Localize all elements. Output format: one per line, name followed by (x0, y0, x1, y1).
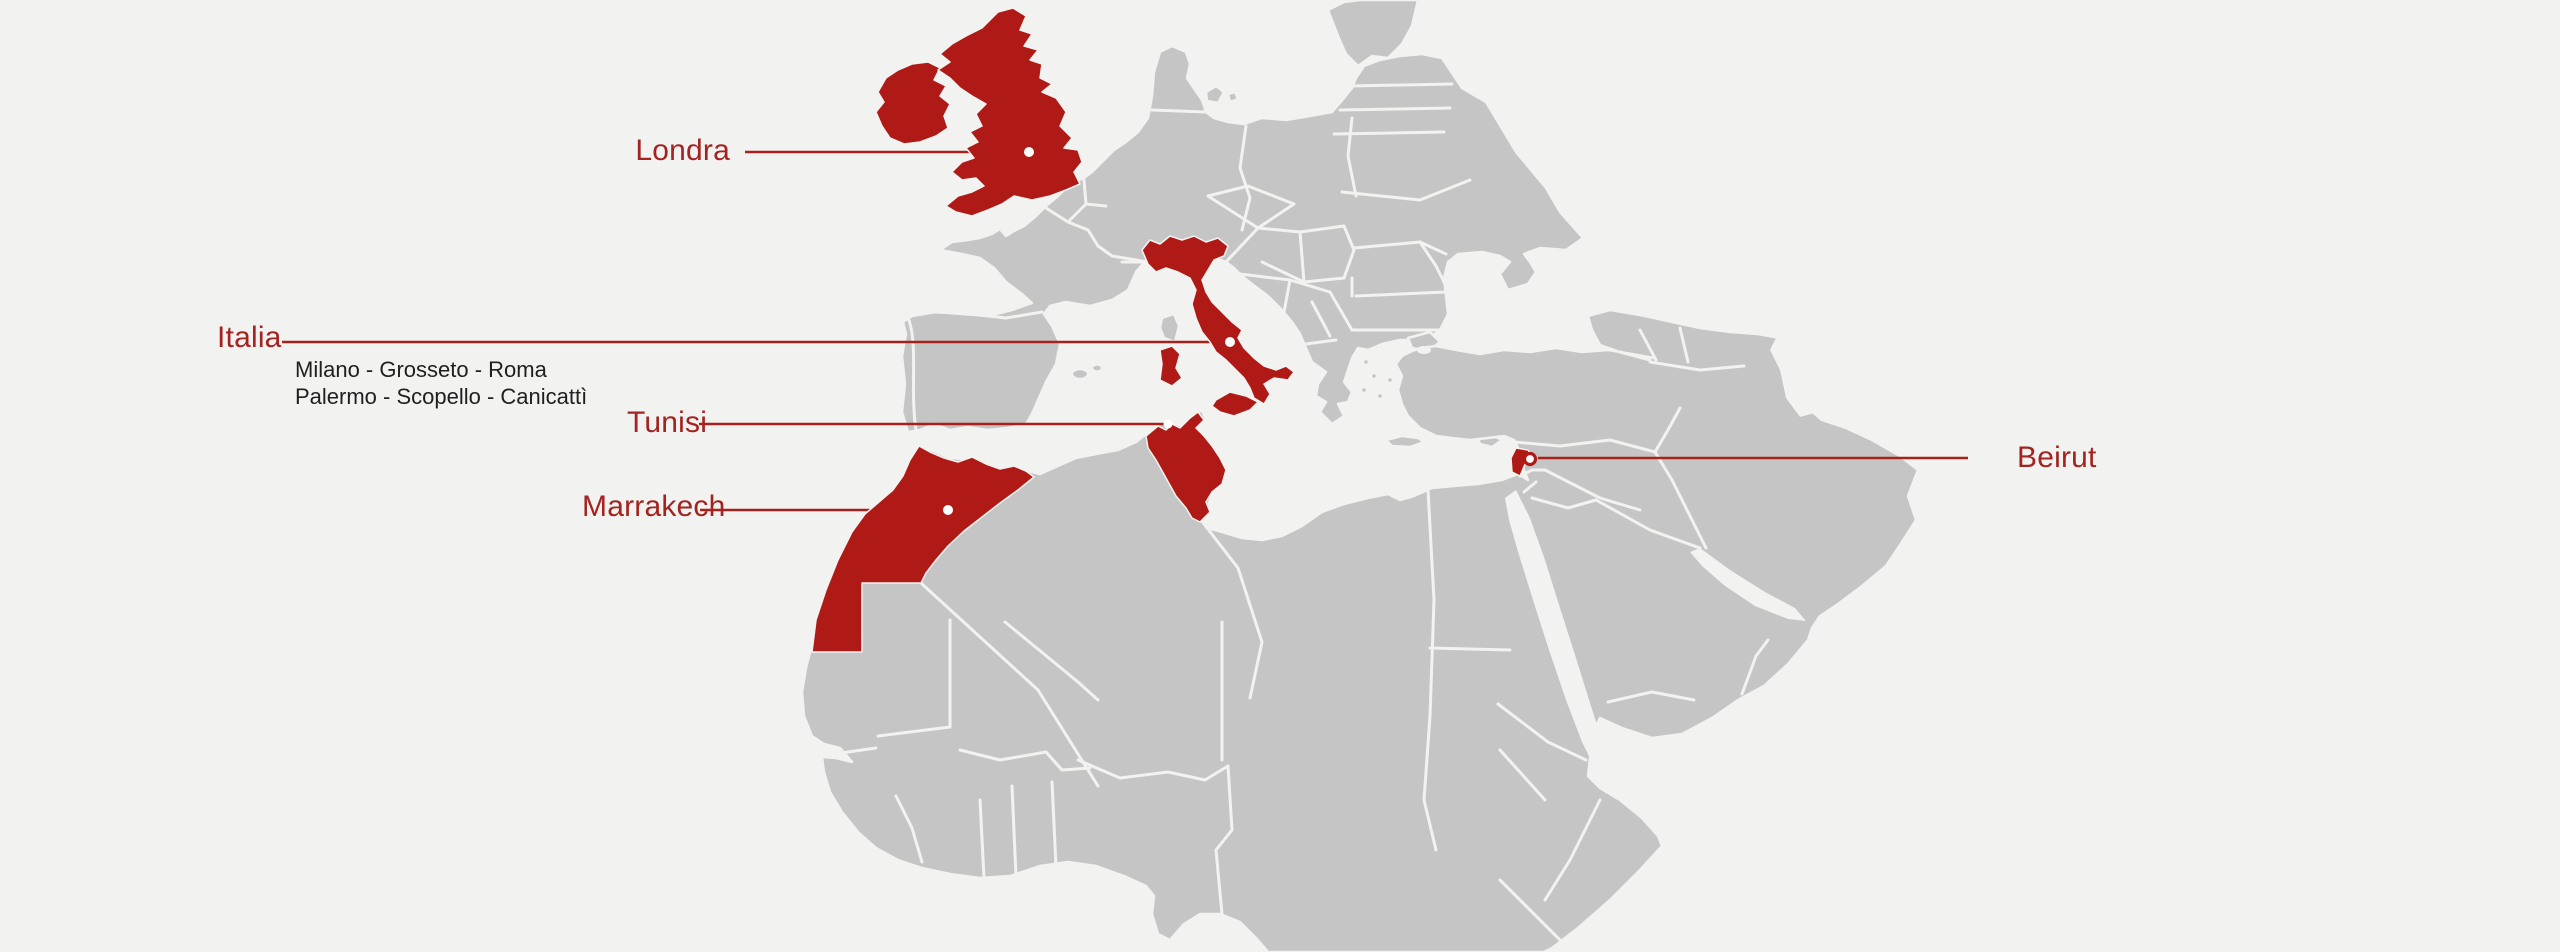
city-dot-tunisi (1163, 419, 1173, 429)
border-sudan-ethiopia (1496, 702, 1588, 802)
label-italia-cities-line2: Palermo - Scopello - Canicattì (295, 384, 588, 409)
border-gulf-of-guinea-states (894, 780, 1058, 880)
border-baltics (1332, 82, 1454, 136)
caspian-sea (1770, 334, 1818, 417)
border-syria-iraq (1543, 468, 1642, 512)
border-czechia (1206, 184, 1296, 230)
border-israel-jordan (1518, 468, 1547, 494)
danish-islands (1204, 84, 1240, 105)
border-saudi-yemen-oman (1606, 638, 1770, 704)
city-dot-roma (1225, 337, 1235, 347)
persian-gulf (1690, 548, 1806, 621)
border-germany-poland (1238, 124, 1252, 232)
label-tunisi-text: Tunisi (627, 406, 708, 439)
island-menorca (1090, 363, 1104, 373)
label-beirut: Beirut (2017, 443, 2097, 473)
label-italia: Italia (217, 323, 282, 353)
aegean-island (1361, 357, 1371, 367)
red-sea (1505, 490, 1598, 762)
country-morocco-highlight (811, 445, 1035, 653)
border-algeria-sahel (920, 582, 1100, 788)
border-belarus-ukraine (1340, 178, 1472, 202)
label-marrakech: Marrakech (582, 492, 726, 522)
city-dot-londra (1024, 147, 1034, 157)
label-italia-cities: Milano - Grosseto - Roma Palermo - Scope… (295, 356, 587, 410)
border-france-germany (1044, 206, 1150, 288)
label-tunisi: Tunisi (627, 408, 707, 438)
label-italia-text: Italia (217, 321, 282, 354)
border-balkans-west (1238, 272, 1354, 338)
label-italia-cities-line1: Milano - Grosseto - Roma (295, 357, 547, 382)
border-mali-niger (1003, 620, 1100, 702)
border-benelux (1066, 178, 1108, 224)
border-ethiopia-somalia (1498, 798, 1602, 942)
island-mallorca (1070, 367, 1090, 381)
border-niger-nigeria (1076, 758, 1230, 782)
aegean-island (1375, 391, 1385, 401)
aegean-island (1359, 385, 1369, 395)
country-sweden (1326, 0, 1420, 68)
island-sicily-highlight (1211, 391, 1259, 417)
border-libya-egypt (1426, 488, 1436, 718)
border-algeria-libya (1202, 522, 1264, 700)
border-chad-cameroon (1214, 764, 1234, 916)
sea-of-marmara (1417, 346, 1431, 354)
border-caucasus (1618, 326, 1746, 372)
border-mauritania-mali (818, 618, 952, 758)
border-poland-east (1346, 116, 1358, 198)
label-londra-text: Londra (635, 134, 730, 167)
border-iraq-saudi (1594, 498, 1702, 550)
label-marrakech-text: Marrakech (582, 490, 726, 523)
country-uk-highlight (937, 7, 1083, 217)
border-moldova (1418, 240, 1448, 288)
island-sardinia-highlight (1159, 345, 1183, 387)
aegean-island (1385, 375, 1395, 385)
border-portugal-spain (907, 318, 918, 432)
country-tunisia-highlight (1145, 411, 1227, 523)
city-dot-beirut (1522, 451, 1538, 467)
country-ireland-highlight (875, 61, 951, 145)
border-spain-france (932, 310, 1044, 320)
border-bulgaria-greece (1304, 328, 1446, 346)
border-germany-denmark (1150, 108, 1207, 114)
label-beirut-text: Beirut (2017, 441, 2097, 474)
island-corsica (1158, 312, 1181, 344)
island-crete (1384, 434, 1426, 449)
border-egypt-sudan (1428, 646, 1512, 652)
border-burkina (958, 748, 1092, 772)
city-dot-marrakech (943, 505, 953, 515)
border-chad-sudan (1422, 714, 1438, 852)
border-jordan-saudi (1530, 496, 1598, 510)
border-turkey-syria (1512, 438, 1657, 454)
aegean-island (1369, 371, 1379, 381)
border-slovakia-hungary (1256, 224, 1356, 284)
border-iraq-iran (1653, 406, 1708, 550)
country-italy-highlight (1141, 235, 1295, 405)
label-londra: Londra (560, 136, 730, 166)
